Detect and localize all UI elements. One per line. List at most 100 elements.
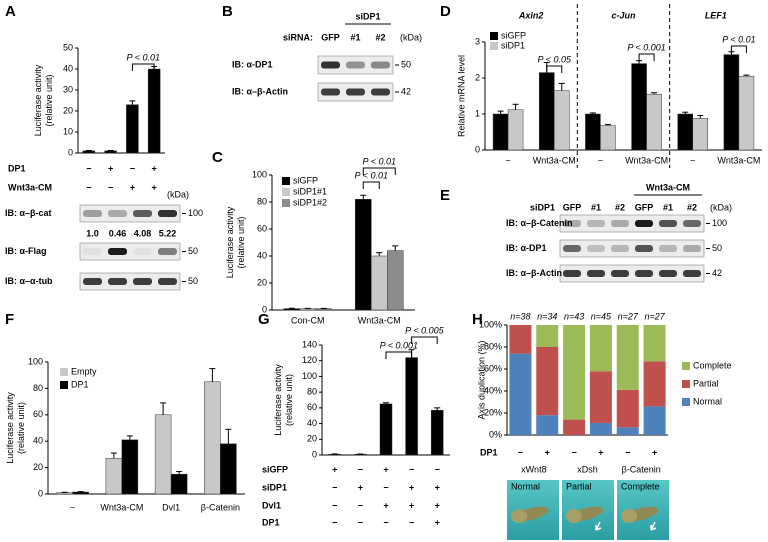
condition-sign: − bbox=[358, 500, 363, 510]
x-tick-label: Wnt3a-CM bbox=[717, 155, 760, 165]
kda-value: 50 bbox=[188, 276, 198, 286]
condition-sign: − bbox=[571, 447, 576, 457]
kda-value: 50 bbox=[712, 243, 722, 253]
p-value: P < 0.001 bbox=[627, 42, 665, 52]
x-tick-label: − bbox=[598, 155, 603, 165]
embryo-head bbox=[566, 509, 582, 523]
lane-label: #2 bbox=[615, 202, 625, 212]
condition-sign: + bbox=[545, 447, 550, 457]
band-quantification: 0.46 bbox=[109, 228, 127, 238]
y-tick-label: 60% bbox=[484, 363, 502, 373]
legend-swatch bbox=[60, 381, 68, 389]
group-label: β-Catenin bbox=[622, 464, 661, 474]
blot-band bbox=[371, 88, 390, 96]
x-tick-label: Wnt3a-CM bbox=[100, 502, 143, 512]
bar bbox=[220, 443, 237, 495]
bar bbox=[692, 118, 708, 151]
condition-sign: + bbox=[652, 447, 657, 457]
blot-label: IB: α-Flag bbox=[5, 246, 47, 256]
bar bbox=[387, 250, 404, 311]
bar bbox=[121, 439, 139, 495]
blot-band bbox=[346, 88, 365, 96]
kda-value: 50 bbox=[401, 59, 411, 69]
blot-band bbox=[158, 248, 177, 255]
blot-strip bbox=[559, 214, 705, 233]
blot-band bbox=[83, 210, 102, 217]
bar bbox=[589, 422, 612, 435]
kda-value: 50 bbox=[188, 246, 198, 256]
y-tick-label: 0 bbox=[312, 449, 317, 459]
embryo-head bbox=[511, 509, 527, 523]
bar bbox=[563, 325, 586, 420]
y-tick-label: 20 bbox=[257, 277, 267, 287]
bar bbox=[616, 325, 639, 390]
condition-sign: + bbox=[383, 464, 388, 474]
x-tick-label: β-Catenin bbox=[201, 502, 240, 512]
group-label: c-Jun bbox=[611, 10, 636, 20]
panel-label: B bbox=[222, 3, 233, 20]
photo-caption: Complete bbox=[621, 481, 660, 491]
condition-sign: − bbox=[409, 464, 414, 474]
blot-band bbox=[635, 270, 653, 277]
legend-swatch bbox=[490, 42, 498, 50]
x-tick-label: − bbox=[505, 155, 510, 165]
significance-bracket bbox=[546, 65, 563, 73]
x-tick-label: Wnt3a-CM bbox=[533, 155, 576, 165]
x-tick-label: − bbox=[70, 502, 75, 512]
blot-band bbox=[158, 278, 177, 285]
x-tick-label: Wnt3a-CM bbox=[358, 315, 401, 325]
kda-label: (kDa) bbox=[167, 189, 189, 199]
blot-band bbox=[683, 270, 701, 277]
blot-band bbox=[108, 210, 127, 217]
condition-sign: − bbox=[435, 464, 440, 474]
y-tick-label: 80% bbox=[484, 341, 502, 351]
bar bbox=[600, 125, 616, 151]
condition-sign: + bbox=[409, 482, 414, 492]
x-tick-label: Wnt3a-CM bbox=[625, 155, 668, 165]
condition-name: siDP1 bbox=[262, 482, 287, 492]
y-tick-label: 80 bbox=[257, 196, 267, 206]
bar bbox=[371, 255, 388, 311]
y-tick-label: 0 bbox=[262, 304, 267, 314]
bar bbox=[379, 403, 393, 456]
photo-caption: Normal bbox=[511, 481, 540, 491]
y-tick-label: 80 bbox=[33, 383, 43, 393]
legend-label: siDP1#1 bbox=[293, 186, 327, 196]
blot-band bbox=[683, 220, 701, 227]
embryo-head bbox=[621, 509, 637, 523]
x-tick-label: Dvl1 bbox=[162, 502, 180, 512]
legend-swatch bbox=[490, 32, 498, 40]
bar bbox=[536, 325, 559, 347]
condition-name: Wnt3a-CM bbox=[8, 182, 52, 192]
condition-sign: + bbox=[151, 163, 156, 173]
condition-sign: + bbox=[409, 500, 414, 510]
bar bbox=[355, 199, 372, 311]
arrow bbox=[595, 521, 602, 531]
blot-band bbox=[635, 220, 653, 227]
blot-label: IB: α–α-tub bbox=[5, 276, 53, 286]
bar bbox=[589, 325, 612, 372]
blot-band bbox=[587, 270, 605, 277]
significance-bracket bbox=[362, 181, 380, 189]
significance-bracket bbox=[730, 45, 747, 53]
y-tick-label: 40 bbox=[307, 418, 317, 428]
condition-sign: − bbox=[332, 500, 337, 510]
blot-label: IB: α-DP1 bbox=[232, 59, 273, 69]
condition-sign: + bbox=[435, 500, 440, 510]
bar bbox=[539, 72, 555, 151]
blot-band bbox=[108, 278, 127, 285]
photo-caption: Partial bbox=[566, 481, 592, 491]
blot-header: siDP1 bbox=[355, 11, 380, 21]
p-value: P < 0.01 bbox=[363, 156, 396, 166]
panel-label: C bbox=[212, 149, 223, 166]
condition-sign: − bbox=[409, 517, 414, 527]
bar bbox=[105, 458, 123, 495]
panel-label: A bbox=[5, 3, 16, 20]
bar bbox=[147, 68, 161, 154]
bar bbox=[631, 63, 647, 151]
blot-band bbox=[611, 245, 629, 252]
condition-sign: + bbox=[435, 517, 440, 527]
condition-sign: − bbox=[130, 163, 135, 173]
y-tick-label: 40 bbox=[257, 250, 267, 260]
y-tick-label: 100 bbox=[28, 356, 43, 366]
